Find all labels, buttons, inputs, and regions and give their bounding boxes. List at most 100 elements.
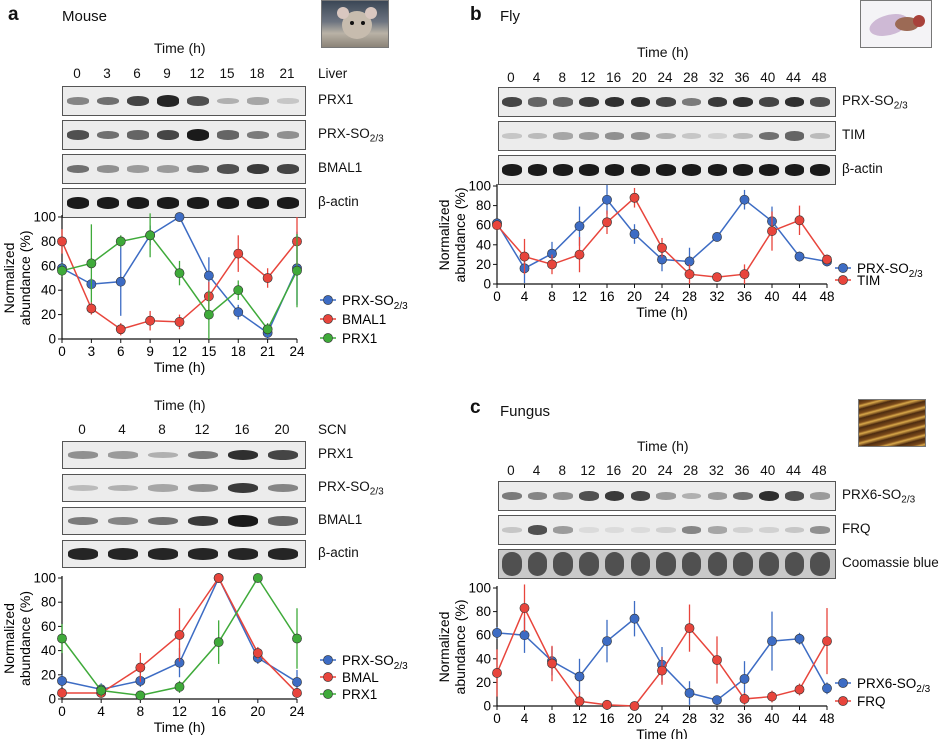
data-point-green bbox=[213, 637, 224, 648]
data-point-blue bbox=[822, 683, 832, 694]
legend-label-green: PRX1 bbox=[342, 331, 377, 346]
blot-band-scn-3-0 bbox=[67, 548, 99, 560]
blot-band-fly-0-2 bbox=[553, 97, 573, 107]
blot-time-fly-24: 24 bbox=[657, 70, 673, 85]
blot-band-scn-2-3 bbox=[187, 515, 219, 527]
data-point-red bbox=[145, 315, 156, 326]
blot-strip-liver-3 bbox=[62, 188, 306, 218]
x-tick-label: 40 bbox=[764, 289, 779, 304]
blot-time-scn-4: 4 bbox=[118, 422, 126, 437]
y-tick-label: 60 bbox=[476, 218, 491, 233]
y-tick-label: 60 bbox=[476, 628, 491, 643]
blot-band-scn-0-4 bbox=[227, 449, 259, 461]
blot-time-fly-0: 0 bbox=[507, 70, 515, 85]
y-tick-label: 60 bbox=[41, 619, 56, 634]
y-axis-title: abundance (%) bbox=[17, 231, 33, 326]
blot-band-fly-0-8 bbox=[707, 96, 728, 108]
y-tick-label: 80 bbox=[41, 595, 56, 610]
blot-time-header-fungus: Time (h) bbox=[637, 438, 689, 454]
blot-tissue-scn: SCN bbox=[318, 422, 347, 437]
blot-band-fly-2-5 bbox=[630, 164, 651, 176]
x-tick-label: 3 bbox=[88, 344, 96, 359]
legend-marker-blue bbox=[838, 263, 848, 273]
blot-band-scn-3-3 bbox=[187, 548, 219, 560]
blot-band-scn-3-2 bbox=[147, 548, 179, 560]
blot-band-scn-2-2 bbox=[147, 516, 179, 526]
blot-band-fly-0-5 bbox=[630, 96, 651, 108]
blot-band-scn-2-5 bbox=[267, 516, 299, 526]
blot-strip-scn-2 bbox=[62, 507, 306, 535]
y-tick-label: 40 bbox=[476, 237, 491, 252]
blot-band-liver-1-5 bbox=[216, 130, 240, 140]
blot-band-fly-0-3 bbox=[579, 96, 599, 108]
x-axis-title: Time (h) bbox=[154, 719, 206, 735]
x-tick-label: 16 bbox=[599, 711, 614, 726]
x-tick-label: 20 bbox=[250, 704, 265, 719]
x-tick-label: 15 bbox=[201, 344, 216, 359]
data-point-blue bbox=[739, 194, 750, 205]
blot-strip-scn-3 bbox=[62, 540, 306, 568]
blot-band-liver-1-3 bbox=[156, 129, 180, 141]
x-tick-label: 0 bbox=[493, 289, 501, 304]
x-tick-label: 20 bbox=[627, 711, 642, 726]
data-point-red bbox=[712, 272, 722, 283]
data-point-blue bbox=[629, 229, 640, 239]
data-point-red bbox=[292, 688, 302, 698]
blot-band-fungus-1-7 bbox=[681, 525, 702, 535]
legend-label-blue: PRX-SO2/3 bbox=[857, 261, 923, 280]
legend-marker-green bbox=[323, 689, 333, 699]
blot-time-fungus-32: 32 bbox=[708, 463, 724, 478]
blot-band-fly-2-10 bbox=[759, 164, 779, 176]
blot-band-liver-1-7 bbox=[276, 131, 300, 139]
blot-band-fungus-0-5 bbox=[630, 490, 651, 502]
legend-label-blue: PRX-SO2/3 bbox=[342, 653, 408, 672]
data-point-red bbox=[822, 636, 832, 646]
blot-strip-fly-1 bbox=[498, 121, 836, 151]
blot-band-fly-1-8 bbox=[707, 133, 728, 139]
data-point-red bbox=[547, 259, 557, 270]
blot-time-liver-21: 21 bbox=[279, 66, 295, 81]
data-point-red bbox=[822, 254, 832, 265]
blot-band-fly-1-5 bbox=[630, 132, 651, 140]
y-tick-label: 60 bbox=[41, 258, 56, 273]
y-tick-label: 100 bbox=[33, 210, 56, 225]
y-axis-title: Normalized bbox=[1, 243, 17, 314]
panel-b-letter: b bbox=[470, 4, 482, 25]
blot-time-scn-20: 20 bbox=[274, 422, 290, 437]
y-tick-label: 40 bbox=[476, 651, 491, 666]
x-tick-label: 8 bbox=[137, 704, 145, 719]
blot-time-fly-48: 48 bbox=[811, 70, 827, 85]
blot-band-fly-2-4 bbox=[604, 164, 625, 176]
x-tick-label: 0 bbox=[493, 711, 501, 726]
panel-c-letter: c bbox=[470, 397, 481, 418]
blot-band-scn-1-3 bbox=[187, 484, 219, 492]
blot-band-fungus-2-0 bbox=[502, 552, 522, 576]
blot-band-fungus-2-2 bbox=[553, 552, 573, 576]
data-point-red bbox=[657, 242, 667, 253]
blot-band-fungus-2-9 bbox=[733, 552, 753, 576]
blot-strip-liver-2 bbox=[62, 154, 306, 184]
data-point-red bbox=[174, 317, 185, 327]
blot-band-liver-1-2 bbox=[126, 130, 150, 140]
mouse-photo bbox=[321, 0, 389, 48]
blot-label-liver-2: BMAL1 bbox=[318, 160, 363, 175]
y-tick-label: 20 bbox=[41, 307, 56, 322]
blot-time-scn-0: 0 bbox=[78, 422, 86, 437]
blot-band-fly-1-6 bbox=[656, 132, 676, 140]
data-point-red bbox=[57, 688, 67, 698]
data-point-green bbox=[292, 633, 302, 644]
panel-a-organism: Mouse bbox=[62, 8, 108, 25]
y-axis-title: Normalized bbox=[1, 603, 17, 674]
x-tick-label: 9 bbox=[146, 344, 154, 359]
blot-band-liver-0-3 bbox=[156, 95, 180, 107]
blot-band-liver-0-2 bbox=[126, 95, 150, 107]
data-point-red bbox=[629, 192, 640, 203]
blot-time-header-scn: Time (h) bbox=[154, 397, 206, 413]
y-tick-label: 0 bbox=[483, 699, 491, 714]
blot-band-liver-0-7 bbox=[276, 97, 300, 105]
blot-band-scn-2-1 bbox=[107, 516, 139, 526]
blot-time-fungus-4: 4 bbox=[532, 463, 541, 478]
blot-time-liver-9: 9 bbox=[163, 66, 171, 81]
blot-band-liver-3-5 bbox=[216, 197, 240, 209]
legend-label-red: BMAL1 bbox=[342, 312, 386, 327]
